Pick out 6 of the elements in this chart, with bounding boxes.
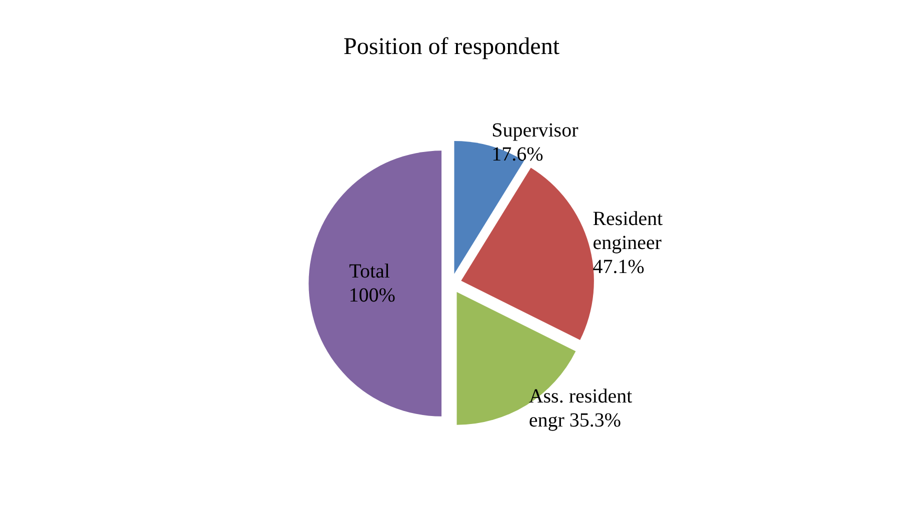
slice-label: Supervisor <box>492 119 584 142</box>
chart-title: Position of respondent <box>344 34 560 60</box>
data-label: 47.1% <box>592 256 644 278</box>
data-label: 100% <box>348 284 396 307</box>
slice-label: Resident engineer <box>592 208 668 254</box>
slice-label: Total <box>349 260 395 283</box>
